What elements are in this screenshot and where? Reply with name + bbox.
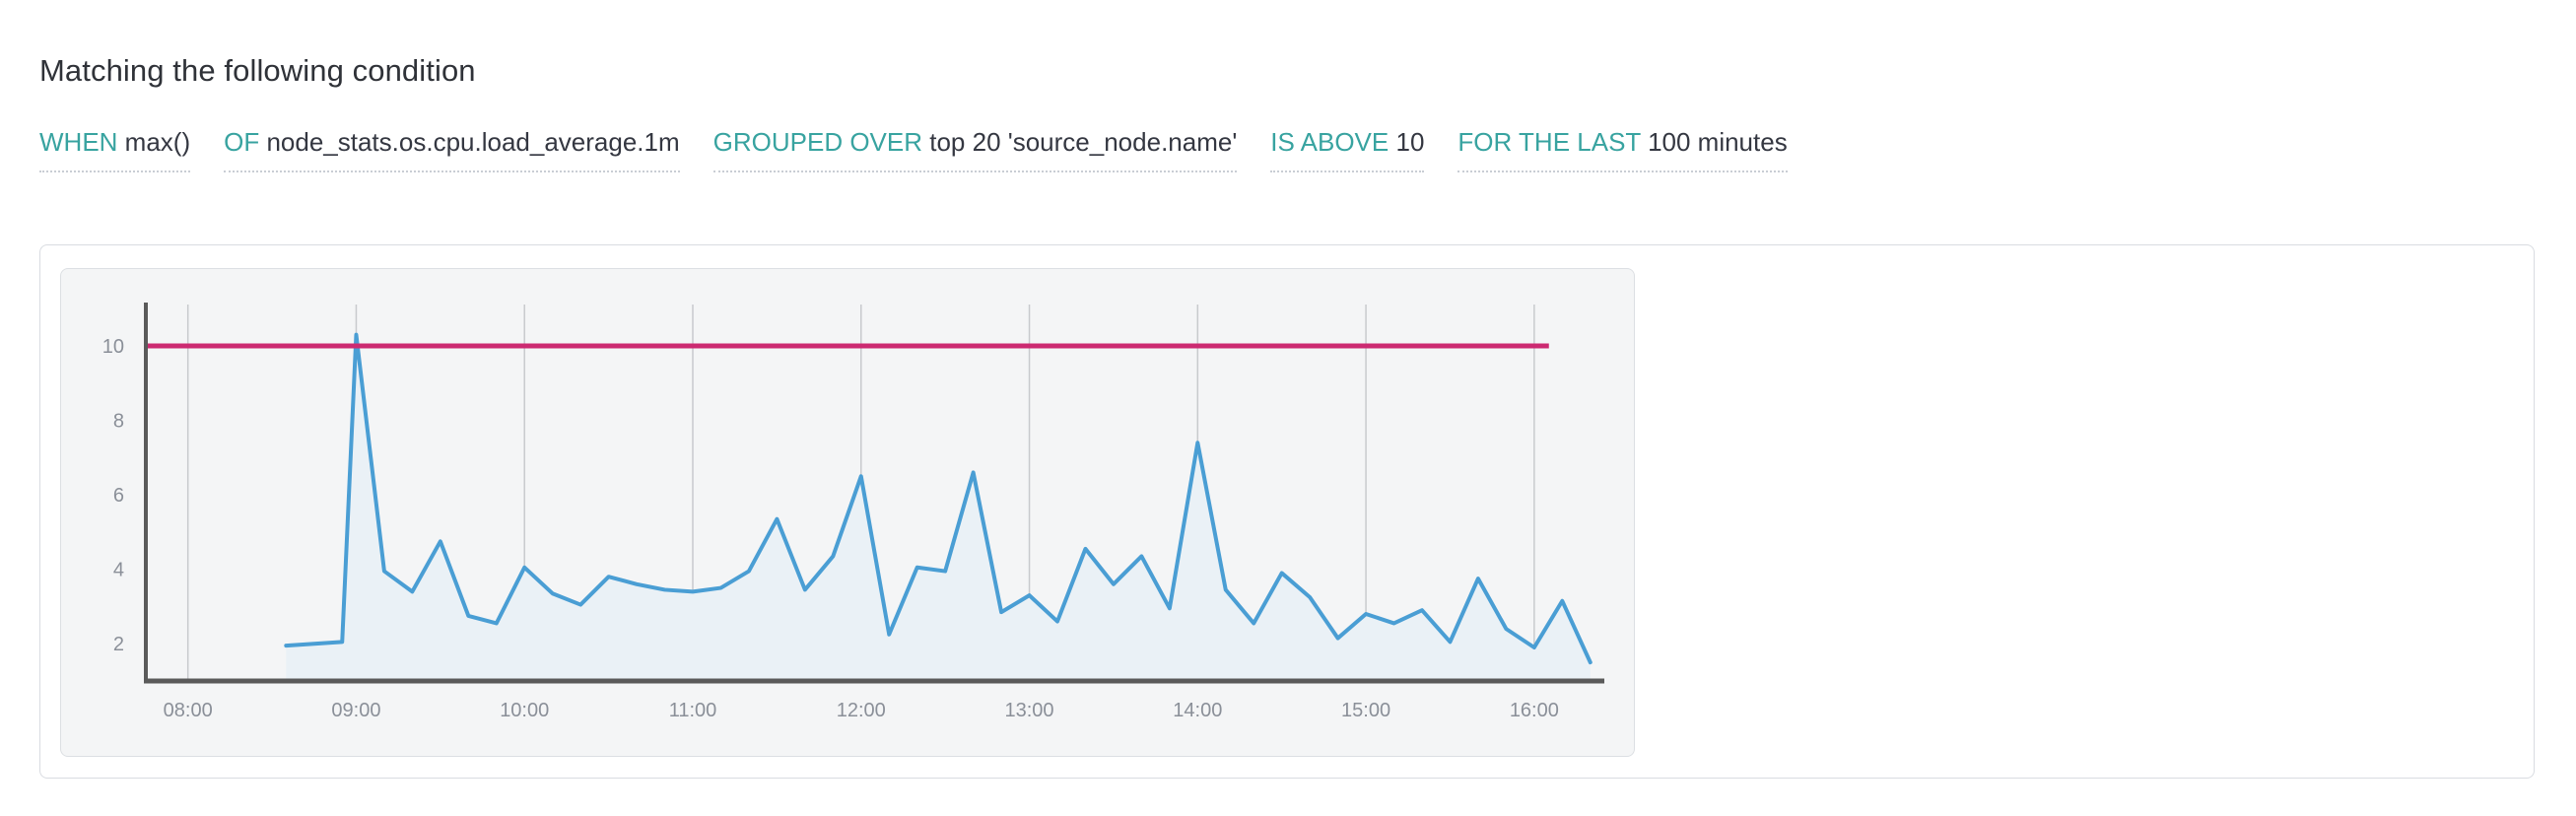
- y-axis-tick-label: 8: [113, 411, 124, 433]
- y-axis-tick-label: 6: [113, 485, 124, 507]
- condition-value: 100 minutes: [1648, 127, 1788, 157]
- condition-preview-chart[interactable]: 2 4 6 8 10 08:00 09:00 10:00 11:00 12:00 13:00 14:…: [61, 269, 1635, 757]
- x-axis-tick-label: 14:00: [1173, 700, 1222, 721]
- x-axis-tick-label: 11:00: [669, 700, 717, 721]
- x-axis-tick-label: 09:00: [331, 700, 380, 721]
- y-axis-tick-label: 4: [113, 560, 124, 581]
- x-axis-tick-label: 08:00: [164, 700, 213, 721]
- condition-keyword: WHEN: [39, 127, 118, 157]
- x-axis-tick-label: 15:00: [1341, 700, 1390, 721]
- condition-expression-is-above[interactable]: IS ABOVE 10: [1270, 126, 1425, 172]
- chart-series-line: [284, 332, 1593, 665]
- condition-value: max(): [124, 127, 191, 157]
- condition-keyword: FOR THE LAST: [1457, 127, 1641, 157]
- condition-value: top 20 'source_node.name': [929, 127, 1238, 157]
- condition-expression-for-the-last[interactable]: FOR THE LAST 100 minutes: [1457, 126, 1788, 172]
- condition-keyword: OF: [224, 127, 260, 157]
- chart-x-tick-labels: 08:00 09:00 10:00 11:00 12:00 13:00 14:00 15:00…: [164, 700, 1559, 721]
- chart-series-area: [286, 334, 1591, 681]
- condition-keyword: IS ABOVE: [1270, 127, 1390, 157]
- page-title: Matching the following condition: [39, 52, 476, 88]
- x-axis-tick-label: 16:00: [1510, 700, 1559, 721]
- x-axis-tick-label: 13:00: [1005, 700, 1054, 721]
- condition-expression-row: WHEN max() OF node_stats.os.cpu.load_ave…: [39, 126, 1788, 172]
- condition-value: node_stats.os.cpu.load_average.1m: [266, 127, 680, 157]
- condition-expression-of[interactable]: OF node_stats.os.cpu.load_average.1m: [224, 126, 680, 172]
- condition-expression-grouped-over[interactable]: GROUPED OVER top 20 'source_node.name': [712, 126, 1238, 172]
- condition-value: 10: [1395, 127, 1425, 157]
- chart-card[interactable]: 2 4 6 8 10 08:00 09:00 10:00 11:00 12:00 13:00 14:…: [60, 268, 1635, 757]
- condition-keyword: GROUPED OVER: [712, 127, 923, 157]
- y-axis-tick-label: 10: [102, 336, 124, 358]
- chart-y-tick-labels: 2 4 6 8 10: [102, 336, 124, 655]
- x-axis-tick-label: 12:00: [837, 700, 886, 721]
- condition-expression-when[interactable]: WHEN max(): [39, 126, 191, 172]
- chart-panel: 2 4 6 8 10 08:00 09:00 10:00 11:00 12:00 13:00 14:…: [39, 244, 2535, 779]
- x-axis-tick-label: 10:00: [500, 700, 549, 721]
- chart-axes: [144, 303, 1604, 684]
- y-axis-tick-label: 2: [113, 634, 124, 655]
